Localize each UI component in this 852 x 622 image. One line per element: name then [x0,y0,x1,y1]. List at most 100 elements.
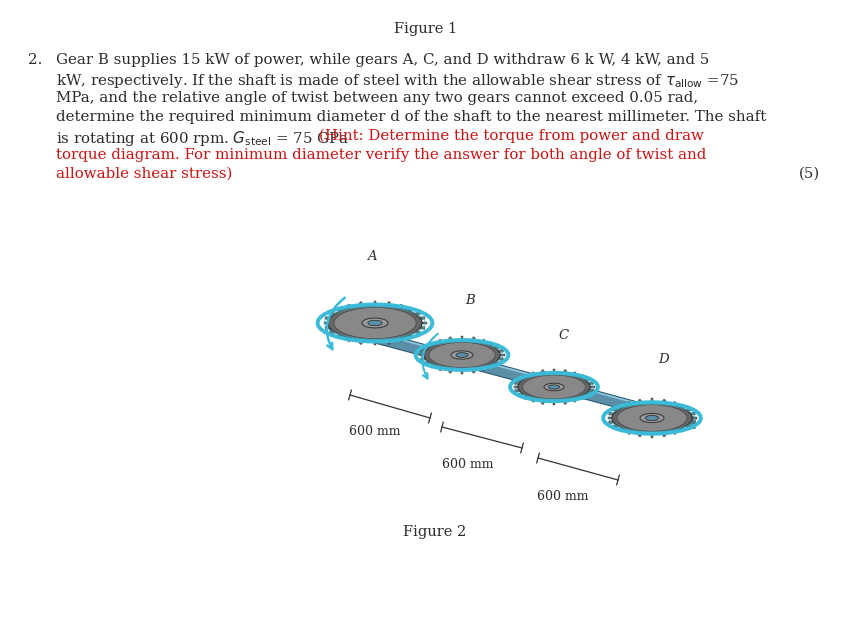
Polygon shape [325,327,330,329]
Text: D: D [659,353,670,366]
Polygon shape [651,398,653,403]
Polygon shape [398,337,403,342]
Polygon shape [500,354,504,356]
Text: 600 mm: 600 mm [349,425,400,438]
Polygon shape [325,317,330,320]
Text: Figure 1: Figure 1 [394,22,458,36]
Polygon shape [439,339,444,343]
Ellipse shape [522,375,585,399]
Polygon shape [638,432,642,437]
Ellipse shape [424,341,500,369]
Polygon shape [690,420,695,424]
Polygon shape [386,301,391,307]
Polygon shape [514,386,518,388]
Polygon shape [421,350,425,353]
Ellipse shape [368,320,383,326]
Polygon shape [481,366,486,371]
Polygon shape [422,322,427,324]
Polygon shape [374,341,377,345]
Polygon shape [398,304,403,309]
Polygon shape [590,386,595,388]
Polygon shape [337,335,343,338]
Polygon shape [408,308,413,312]
Text: MPa, and the relative angle of twist between any two gears cannot exceed 0.05 ra: MPa, and the relative angle of twist bet… [56,91,698,105]
Polygon shape [607,417,612,419]
Polygon shape [589,382,593,384]
Polygon shape [609,420,613,424]
Polygon shape [553,401,556,405]
Text: A: A [367,250,377,263]
Ellipse shape [646,415,659,420]
Polygon shape [481,339,486,343]
Text: 2.: 2. [28,53,43,67]
Polygon shape [420,327,425,329]
Polygon shape [524,396,529,399]
Polygon shape [488,342,493,346]
Polygon shape [613,408,618,412]
Polygon shape [572,371,577,376]
Polygon shape [360,301,364,307]
Polygon shape [562,399,567,405]
Polygon shape [619,427,625,432]
Polygon shape [687,424,691,428]
Text: 600 mm: 600 mm [538,490,589,503]
Ellipse shape [518,373,590,401]
Polygon shape [692,417,696,419]
Polygon shape [671,401,676,406]
Polygon shape [439,366,444,371]
Text: 600 mm: 600 mm [442,458,494,471]
Ellipse shape [429,342,495,368]
Polygon shape [619,404,625,409]
Text: (5): (5) [799,167,820,181]
Polygon shape [532,398,537,402]
Text: (Hint: Determine the torque from power and draw: (Hint: Determine the torque from power a… [319,129,704,143]
Text: is rotating at 600 rpm. $G_{\mathrm{steel}}$ = 75 GPa: is rotating at 600 rpm. $G_{\mathrm{stee… [56,129,349,148]
Ellipse shape [456,353,468,357]
Polygon shape [430,364,435,368]
Polygon shape [541,399,545,405]
Polygon shape [690,412,695,415]
Ellipse shape [362,318,388,328]
Ellipse shape [549,385,560,389]
Polygon shape [420,317,425,320]
Ellipse shape [334,307,416,338]
Polygon shape [562,369,567,374]
Ellipse shape [612,403,692,433]
Polygon shape [579,374,584,379]
Text: C: C [559,329,569,342]
Polygon shape [448,368,453,373]
Polygon shape [495,361,499,364]
Polygon shape [419,354,424,356]
Polygon shape [671,430,676,435]
Text: determine the required minimum diameter d of the shaft to the nearest millimeter: determine the required minimum diameter … [56,110,766,124]
Polygon shape [461,336,463,341]
Polygon shape [518,378,523,381]
Text: Gear B supplies 15 kW of power, while gears A, C, and D withdraw 6 k W, 4 kW, an: Gear B supplies 15 kW of power, while ge… [56,53,709,67]
Polygon shape [330,331,335,334]
Text: torque diagram. For minimum diameter verify the answer for both angle of twist a: torque diagram. For minimum diameter ver… [56,148,706,162]
Polygon shape [324,322,328,324]
Polygon shape [424,361,429,364]
Ellipse shape [640,414,664,422]
Polygon shape [661,432,666,437]
Polygon shape [628,401,633,406]
Polygon shape [680,404,685,409]
Polygon shape [687,408,691,412]
Polygon shape [471,368,475,373]
Polygon shape [347,304,352,309]
Polygon shape [337,308,343,312]
Polygon shape [532,371,537,376]
Polygon shape [651,433,653,438]
Ellipse shape [451,351,473,359]
Polygon shape [408,335,413,338]
Polygon shape [585,378,590,381]
Polygon shape [360,340,364,345]
Polygon shape [498,350,504,353]
Polygon shape [471,337,475,341]
Polygon shape [347,337,352,342]
Polygon shape [524,374,529,379]
Polygon shape [661,399,666,404]
Polygon shape [541,369,545,374]
Text: B: B [465,294,475,307]
Polygon shape [430,342,435,346]
